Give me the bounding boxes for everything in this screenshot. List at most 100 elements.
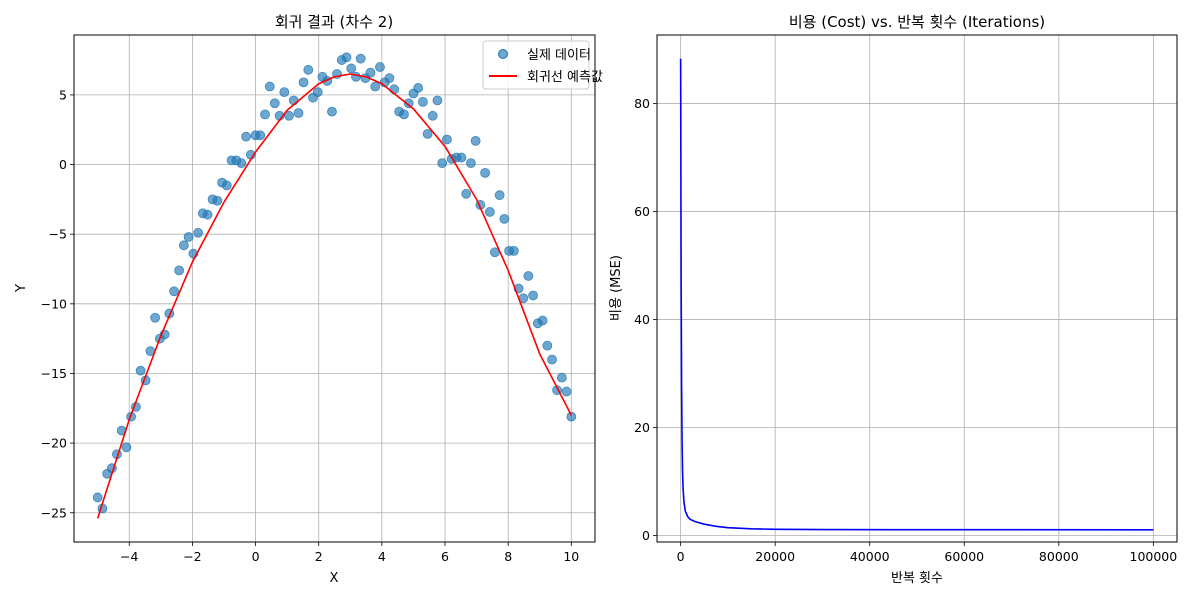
data-point <box>427 110 438 121</box>
data-point <box>566 411 577 422</box>
data-point <box>212 195 223 206</box>
y-tick-label: 0 <box>59 157 67 172</box>
data-point <box>241 131 251 142</box>
y-tick-label: 0 <box>642 528 650 543</box>
data-point <box>92 492 103 503</box>
y-tick-label: 20 <box>634 420 650 435</box>
data-point <box>542 340 553 351</box>
data-point <box>178 240 189 251</box>
x-tick-label: 100000 <box>1130 549 1178 564</box>
data-point <box>365 67 376 78</box>
y-tick-label: −25 <box>41 505 67 520</box>
data-point <box>193 227 203 238</box>
regression-grid <box>74 35 595 542</box>
data-point <box>556 372 567 383</box>
data-point <box>403 98 414 109</box>
data-point <box>264 81 275 92</box>
data-point <box>384 73 395 84</box>
data-point <box>418 96 428 107</box>
y-tick-label: 5 <box>59 87 67 102</box>
data-point <box>399 109 409 120</box>
legend-marker-points <box>498 49 508 59</box>
regression-x-axis-label: X <box>330 571 339 586</box>
data-point <box>437 158 448 169</box>
data-point <box>135 365 146 376</box>
data-point <box>389 84 400 95</box>
data-point <box>499 213 510 224</box>
cost-chart-title: 비용 (Cost) vs. 반복 횟수 (Iterations) <box>789 13 1045 31</box>
y-tick-label: −5 <box>49 227 67 242</box>
x-tick-label: 10 <box>563 549 579 564</box>
y-tick-label: −10 <box>41 296 67 311</box>
cost-axes-frame <box>656 34 1178 543</box>
cost-y-axis-label: 비용 (MSE) <box>609 255 624 321</box>
y-tick-label: −20 <box>41 436 67 451</box>
x-tick-label: −4 <box>120 549 138 564</box>
legend-label-points: 실제 데이터 <box>527 48 591 63</box>
data-point <box>561 386 572 397</box>
data-point <box>547 354 557 365</box>
data-point <box>327 106 337 117</box>
x-tick-label: 0 <box>252 549 260 564</box>
x-tick-label: 80000 <box>1039 549 1079 564</box>
data-point <box>494 190 505 201</box>
y-tick-label: 60 <box>634 204 650 219</box>
data-point <box>236 158 247 169</box>
regression-y-axis-label: Y <box>14 284 29 293</box>
x-tick-label: 4 <box>378 549 386 564</box>
regression-legend: 실제 데이터 회귀선 예측값 <box>482 40 603 90</box>
data-point <box>413 83 424 93</box>
data-point <box>370 81 381 92</box>
regression-chart-title: 회귀 결과 (차수 2) <box>275 13 393 31</box>
data-point <box>346 63 357 74</box>
data-point <box>466 158 476 169</box>
data-point <box>461 188 472 199</box>
data-point <box>537 315 548 326</box>
data-point <box>470 135 481 146</box>
data-point <box>279 87 290 98</box>
x-tick-label: 0 <box>677 549 685 564</box>
data-point <box>284 110 294 121</box>
data-point <box>169 286 179 297</box>
data-point <box>174 265 185 276</box>
data-point <box>202 209 213 220</box>
x-tick-label: 60000 <box>944 549 984 564</box>
regression-axes-frame <box>73 34 596 543</box>
data-point <box>293 108 304 118</box>
data-point <box>269 98 280 109</box>
regression-ticks: −4 −2 0 2 4 6 8 10−25−20−15−10−505 <box>41 87 580 564</box>
regression-fit-line <box>96 73 573 519</box>
cost-plot-area <box>679 58 1154 531</box>
data-point <box>355 53 366 64</box>
data-point <box>528 290 539 301</box>
y-tick-label: 40 <box>634 312 650 327</box>
x-tick-label: 2 <box>315 549 323 564</box>
data-point <box>484 206 495 217</box>
x-tick-label: 8 <box>504 549 512 564</box>
data-point <box>432 95 443 106</box>
x-tick-label: 20000 <box>755 549 795 564</box>
cost-ticks: 0 20000 40000 60000 80000 100000 0 20 40 60 80 <box>634 96 1177 564</box>
y-tick-label: 80 <box>634 96 650 111</box>
data-point <box>422 128 433 139</box>
regression-chart: 회귀 결과 (차수 2) −4 −2 0 2 4 6 8 10−25−20−15−10−505… <box>14 13 603 586</box>
data-point <box>183 232 194 242</box>
data-point <box>255 130 266 141</box>
cost-chart: 비용 (Cost) vs. 반복 횟수 (Iterations) 0 20000 4… <box>609 13 1178 586</box>
cost-x-axis-label: 반복 횟수 <box>891 571 943 586</box>
data-point <box>150 312 161 323</box>
cost-curve-line <box>679 58 1154 531</box>
data-point <box>523 271 534 281</box>
x-tick-label: 6 <box>441 549 449 564</box>
data-point <box>312 87 323 98</box>
data-point <box>456 152 467 163</box>
data-point <box>221 180 232 191</box>
y-tick-label: −15 <box>41 366 67 381</box>
x-tick-label: −2 <box>183 549 201 564</box>
data-point <box>303 64 314 75</box>
data-point <box>508 245 519 256</box>
data-point <box>121 442 132 453</box>
data-point <box>341 52 352 63</box>
x-tick-label: 40000 <box>850 549 890 564</box>
